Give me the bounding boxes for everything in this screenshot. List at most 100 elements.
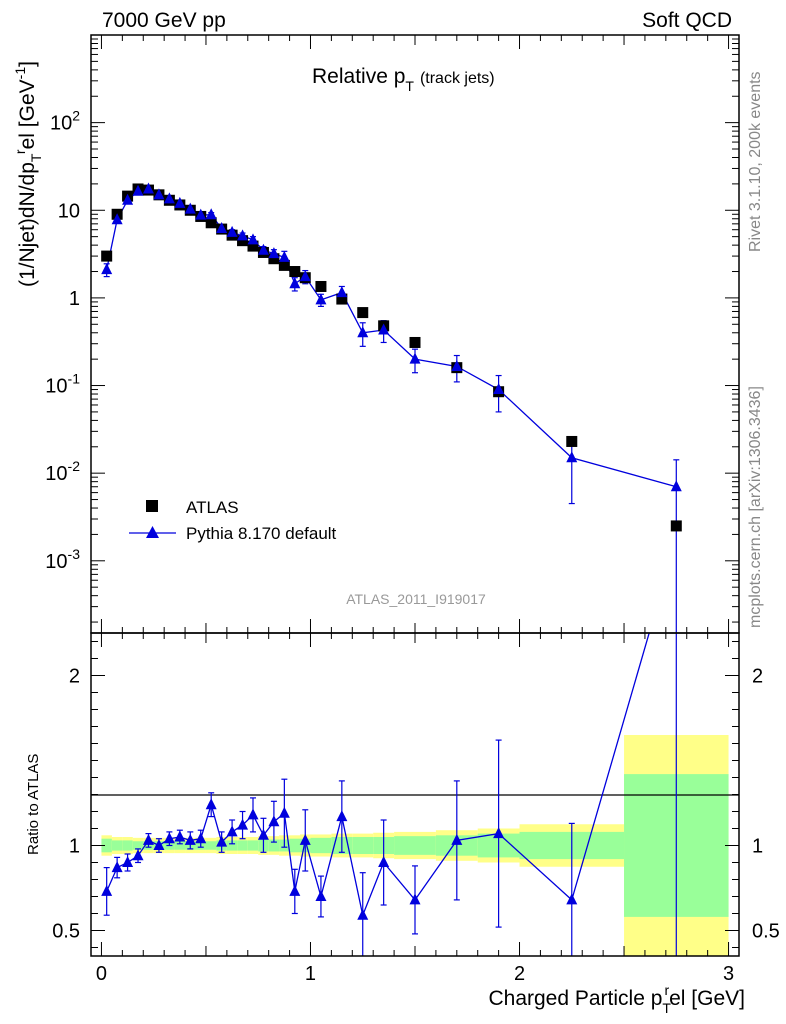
pythia-point: [493, 383, 505, 395]
ratio-point: [493, 827, 505, 839]
pythia-point: [670, 480, 682, 492]
ratio-tick-label-right: 1: [752, 836, 763, 858]
ratio-point: [142, 833, 154, 845]
ratio-band-inner: [237, 840, 248, 851]
ratio-band-inner: [111, 840, 123, 851]
atlas-point: [566, 435, 578, 447]
atlas-point: [336, 293, 348, 305]
ratio-point: [451, 833, 463, 845]
x-axis-label: Charged Particle pTrel [GeV]: [488, 982, 745, 1016]
ratio-band-inner: [268, 839, 280, 852]
ratio-point: [237, 818, 249, 830]
pythia-point: [111, 213, 123, 225]
ratio-point: [289, 884, 301, 896]
pythia-point: [247, 233, 259, 245]
pythia-point: [237, 229, 249, 241]
legend-atlas-label: ATLAS: [186, 498, 239, 517]
energy-label: 7000 GeV pp: [102, 9, 226, 32]
ratio-point: [163, 832, 175, 844]
atlas-point: [205, 217, 217, 229]
ratio-band-inner: [247, 840, 259, 851]
ratio-point: [174, 830, 186, 842]
y-tick-label: 10-3: [45, 546, 80, 573]
ratio-point: [299, 833, 311, 845]
pythia-point: [299, 270, 311, 282]
ratio-tick-label-left: 0.5: [52, 921, 80, 943]
legend-pythia-label: Pythia 8.170 default: [186, 524, 337, 543]
ratio-point: [195, 832, 207, 844]
pythia-point: [205, 208, 217, 220]
x-tick-label: 2: [514, 963, 525, 985]
pythia-point: [278, 250, 290, 262]
y-tick-label: 10-1: [45, 371, 80, 398]
axis-tick-labels: 0 1 2 3 10-3 10-2 10-1 1 10 102 0.5 0.5 1 1 2 2: [45, 108, 780, 985]
ratio-tick-label-left: 2: [69, 666, 80, 688]
ratio-point: [205, 798, 217, 810]
y-tick-label: 1: [69, 288, 80, 310]
ratio-tick-label-right: 2: [752, 666, 763, 688]
atlas-point: [247, 240, 259, 252]
process-label: Soft QCD: [642, 9, 732, 32]
mcplots-info: mcplots.cern.ch [arXiv:1306.3436]: [747, 386, 764, 628]
y-tick-label: 10: [58, 200, 80, 222]
ratio-band-inner: [352, 837, 374, 854]
pythia-point: [451, 359, 463, 371]
ratio-tick-label-right: 0.5: [752, 921, 780, 943]
ratio-point: [101, 884, 113, 896]
atlas-point: [670, 520, 682, 532]
pythia-point: [378, 323, 390, 335]
atlas-point: [409, 336, 421, 348]
ratio-band-inner: [226, 840, 238, 851]
main-series: [101, 182, 682, 633]
ratio-tick-label-left: 1: [69, 836, 80, 858]
ratio-point: [122, 856, 134, 867]
legend-atlas-marker: [146, 500, 158, 512]
pythia-point: [184, 202, 196, 214]
atlas-point: [289, 266, 301, 278]
ratio-y-axis-label: Ratio to ATLAS: [25, 754, 42, 855]
ratio-point: [184, 833, 196, 845]
ratio-point: [268, 815, 280, 827]
ratio-point: [247, 808, 259, 820]
pythia-point: [566, 451, 578, 463]
pythia-point: [132, 184, 144, 196]
ratio-band-inner: [132, 841, 144, 850]
x-tick-label: 3: [723, 963, 734, 985]
ratio-point: [226, 825, 238, 837]
ratio-band-inner: [122, 840, 133, 851]
atlas-point: [357, 307, 369, 319]
ratio-point: [566, 893, 578, 905]
analysis-id: ATLAS_2011_I919017: [346, 591, 486, 607]
pythia-point: [174, 196, 186, 208]
ratio-point: [111, 861, 123, 873]
x-tick-label: 0: [96, 963, 107, 985]
ratio-point: [257, 828, 269, 840]
y-tick-label: 102: [50, 108, 80, 135]
pythia-point: [336, 286, 348, 298]
pythia-point: [257, 243, 269, 255]
pythia-point: [226, 225, 238, 237]
ratio-point: [153, 839, 165, 850]
pythia-point: [163, 192, 175, 204]
ratio-point: [216, 835, 228, 847]
atlas-point: [101, 250, 113, 262]
plot-title: Relative pT (track jets): [312, 65, 495, 94]
legend: ATLAS Pythia 8.170 default: [129, 498, 337, 543]
pythia-point: [216, 221, 228, 233]
pythia-point: [122, 193, 134, 205]
ratio-band-inner: [174, 841, 186, 850]
x-tick-label: 1: [305, 963, 316, 985]
pythia-point: [357, 326, 369, 338]
ratio-point: [132, 849, 144, 861]
ratio-band-inner: [310, 837, 332, 854]
atlas-point: [315, 280, 327, 292]
axis-ticks: [91, 35, 739, 956]
ratio-band-inner: [394, 836, 436, 855]
ratio-point: [336, 810, 348, 822]
ratio-band-inner: [205, 841, 217, 850]
ratio-band-inner: [289, 838, 301, 853]
pythia-point: [289, 277, 301, 289]
ratio-point: [409, 893, 421, 905]
atlas-point: [237, 235, 249, 247]
